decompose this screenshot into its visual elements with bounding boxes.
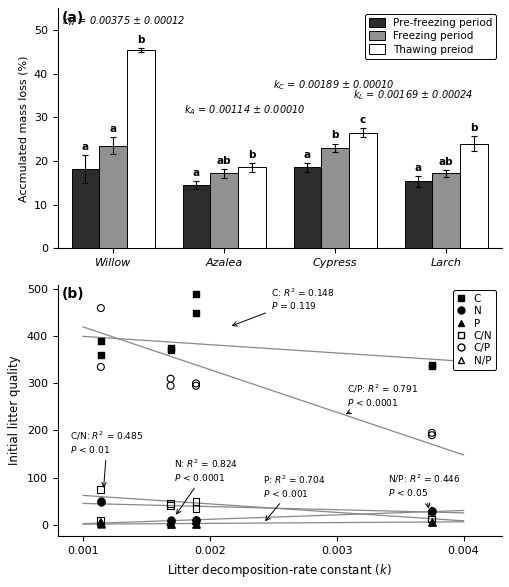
Point — [166, 343, 175, 353]
Point — [427, 507, 435, 516]
Bar — [459, 143, 487, 248]
Point — [427, 514, 435, 524]
Text: C/P: $R^2$ = 0.791
$P$ < 0.0001: C/P: $R^2$ = 0.791 $P$ < 0.0001 — [346, 383, 417, 414]
Point — [97, 518, 105, 528]
Bar — [127, 50, 155, 248]
Point — [166, 515, 175, 525]
Point — [166, 518, 175, 527]
Point — [97, 350, 105, 360]
Point — [97, 362, 105, 372]
Text: c: c — [359, 115, 365, 125]
Text: b: b — [469, 123, 477, 133]
Point — [427, 361, 435, 370]
Point — [191, 504, 200, 513]
Point — [166, 346, 175, 355]
Point — [97, 303, 105, 313]
Point — [427, 360, 435, 369]
Text: b: b — [137, 35, 145, 45]
Bar — [404, 181, 432, 248]
Text: $k_W$ = 0.00375 ± 0.00012: $k_W$ = 0.00375 ± 0.00012 — [62, 15, 185, 28]
Point — [166, 516, 175, 525]
Legend: Pre-freezing period, Freezing period, Thawing preiod: Pre-freezing period, Freezing period, Th… — [364, 14, 495, 59]
Text: b: b — [331, 130, 338, 140]
Point — [97, 497, 105, 506]
Point — [166, 519, 175, 529]
Point — [427, 428, 435, 437]
Text: ab: ab — [438, 157, 453, 167]
Point — [97, 516, 105, 525]
Text: b: b — [248, 150, 255, 160]
Point — [191, 516, 200, 525]
Text: C: $R^2$ = 0.148
$P$ = 0.119: C: $R^2$ = 0.148 $P$ = 0.119 — [232, 286, 334, 326]
X-axis label: Litter decomposition-rate constant ($k$): Litter decomposition-rate constant ($k$) — [167, 562, 391, 579]
Point — [166, 518, 175, 527]
Text: (a): (a) — [62, 11, 84, 25]
Point — [166, 499, 175, 508]
Text: C/N: $R^2$ = 0.485
$P$ < 0.01: C/N: $R^2$ = 0.485 $P$ < 0.01 — [70, 430, 144, 487]
Bar — [432, 173, 459, 248]
Point — [191, 497, 200, 506]
Bar — [182, 185, 210, 248]
Point — [166, 519, 175, 529]
Text: (b): (b) — [62, 287, 84, 301]
Point — [427, 518, 435, 527]
Bar — [348, 133, 376, 248]
Point — [427, 518, 435, 527]
Point — [191, 519, 200, 528]
Bar — [321, 148, 348, 248]
Point — [427, 506, 435, 515]
Point — [191, 516, 200, 525]
Point — [191, 519, 200, 528]
Text: N: $R^2$ = 0.824
$P$ < 0.0001: N: $R^2$ = 0.824 $P$ < 0.0001 — [174, 458, 238, 514]
Point — [97, 518, 105, 527]
Bar — [99, 146, 127, 248]
Point — [97, 497, 105, 507]
Text: a: a — [303, 150, 310, 160]
Point — [166, 501, 175, 511]
Text: $k_C$ = 0.00189 ± 0.00010: $k_C$ = 0.00189 ± 0.00010 — [272, 78, 394, 92]
Text: N/P: $R^2$ = 0.446
$P$ < 0.05: N/P: $R^2$ = 0.446 $P$ < 0.05 — [387, 473, 459, 508]
Text: a: a — [192, 167, 200, 177]
Point — [97, 518, 105, 527]
Point — [427, 507, 435, 516]
Point — [166, 381, 175, 390]
Point — [97, 519, 105, 528]
Point — [427, 507, 435, 516]
Bar — [210, 173, 238, 248]
Point — [191, 515, 200, 525]
Point — [191, 289, 200, 299]
Text: $k_A$ = 0.00114 ± 0.00010: $k_A$ = 0.00114 ± 0.00010 — [184, 103, 305, 117]
Bar — [293, 167, 321, 248]
Text: a: a — [109, 124, 117, 134]
Point — [97, 336, 105, 346]
Point — [427, 430, 435, 440]
Point — [191, 381, 200, 390]
Bar — [238, 167, 265, 248]
Legend: C, N, P, C/N, C/P, N/P: C, N, P, C/N, C/P, N/P — [452, 290, 495, 370]
Text: a: a — [82, 142, 89, 152]
Y-axis label: Accmulated mass loss (%): Accmulated mass loss (%) — [18, 55, 29, 201]
Text: $k_L$ = 0.00169 ± 0.00024: $k_L$ = 0.00169 ± 0.00024 — [352, 88, 472, 102]
Point — [191, 515, 200, 525]
Text: a: a — [414, 163, 421, 173]
Y-axis label: Initial litter quality: Initial litter quality — [8, 356, 21, 465]
Point — [97, 485, 105, 494]
Point — [166, 374, 175, 383]
Point — [191, 308, 200, 318]
Point — [427, 514, 435, 524]
Point — [191, 379, 200, 388]
Text: P: $R^2$ = 0.704
$P$ < 0.001: P: $R^2$ = 0.704 $P$ < 0.001 — [263, 474, 325, 521]
Text: ab: ab — [216, 156, 231, 166]
Bar — [71, 169, 99, 248]
